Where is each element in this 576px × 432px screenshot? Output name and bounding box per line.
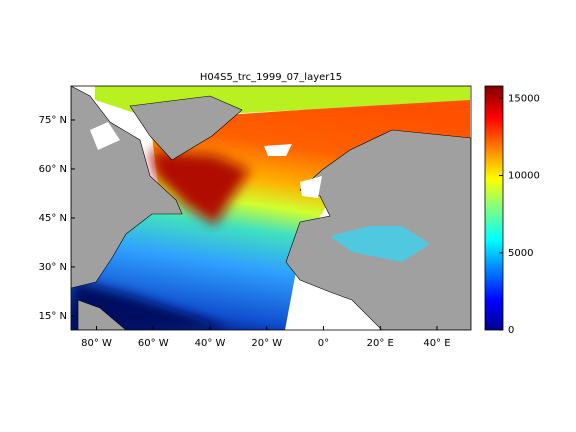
- lon-tick-label: 80° W: [81, 338, 112, 349]
- colorbar: [484, 85, 504, 331]
- map-area: [71, 86, 471, 330]
- lat-tick-label: 30° N: [39, 262, 67, 273]
- lon-tick-label: 40° E: [423, 338, 450, 349]
- ticks: 80° W 60° W 40° W 20° W 0° 20° E 40° E 15° N 30°…: [39, 93, 540, 349]
- colorbar-tick-label: 15000: [508, 93, 540, 104]
- lat-tick-label: 75° N: [39, 115, 67, 126]
- lon-tick-label: 0°: [318, 338, 329, 349]
- map-frame: [70, 85, 472, 331]
- lat-tick-label: 60° N: [39, 164, 67, 175]
- colorbar-tick-label: 10000: [508, 171, 540, 182]
- lon-tick-label: 20° W: [251, 338, 282, 349]
- map-title: H04S5_trc_1999_07_layer15: [200, 72, 342, 83]
- colorbar-tick-label: 0: [508, 325, 514, 336]
- colorbar-tick-label: 5000: [508, 248, 533, 259]
- lon-tick-label: 20° E: [367, 338, 394, 349]
- lat-tick-label: 15° N: [39, 311, 67, 322]
- lat-tick-label: 45° N: [39, 213, 67, 224]
- lon-tick-label: 60° W: [138, 338, 169, 349]
- lon-tick-label: 40° W: [195, 338, 226, 349]
